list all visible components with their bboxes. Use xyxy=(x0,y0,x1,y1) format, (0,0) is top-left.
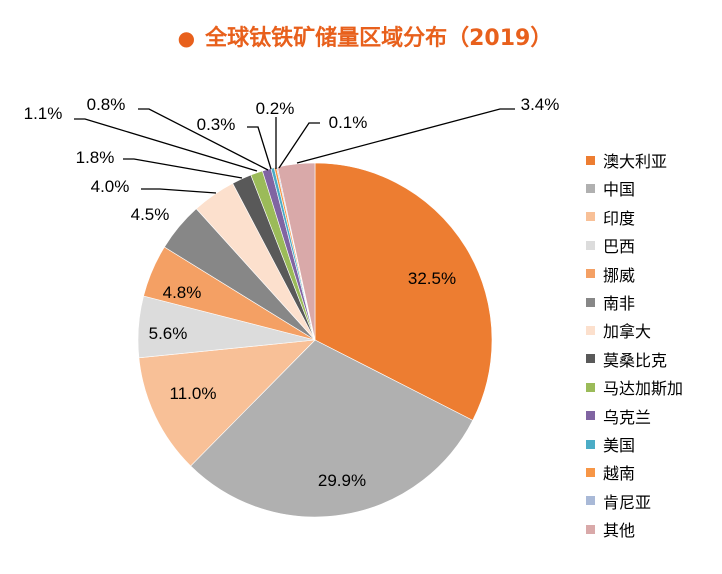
legend-swatch xyxy=(586,354,595,364)
legend-label: 加拿大 xyxy=(603,322,652,342)
data-label-8: 1.1% xyxy=(24,104,63,123)
data-label-12: 0.1% xyxy=(329,113,368,132)
legend-label: 莫桑比克 xyxy=(603,350,668,370)
pie-slice-1 xyxy=(190,339,474,518)
legend-label: 乌克兰 xyxy=(603,407,652,427)
legend-swatch xyxy=(586,524,595,534)
pie-slice-2 xyxy=(138,339,316,467)
legend-swatch xyxy=(586,325,595,335)
legend-item: 其他 xyxy=(586,517,635,541)
legend-swatch xyxy=(586,411,595,421)
legend-swatch xyxy=(586,269,595,279)
data-label-6: 4.0% xyxy=(91,177,130,196)
pie-slice-0 xyxy=(314,162,493,421)
legend-label: 肯尼亚 xyxy=(603,492,652,512)
legend-label: 印度 xyxy=(603,208,636,228)
leader-line-9 xyxy=(138,108,269,171)
legend-item: 南非 xyxy=(586,290,635,314)
data-label-9: 0.8% xyxy=(87,95,126,114)
legend-swatch xyxy=(586,297,595,307)
legend-item: 中国 xyxy=(586,176,635,200)
legend-swatch xyxy=(586,439,595,449)
legend-item: 加拿大 xyxy=(586,318,651,342)
chart-title: ● 全球钛铁矿储量区域分布（2019） xyxy=(0,20,722,52)
legend-item: 澳大利亚 xyxy=(586,148,667,172)
chart-title-text: 全球钛铁矿储量区域分布（2019） xyxy=(205,26,553,51)
leader-line-6 xyxy=(141,188,217,194)
data-label-10: 0.3% xyxy=(197,115,236,134)
leader-line-7 xyxy=(123,158,243,179)
data-label-7: 1.8% xyxy=(76,148,115,167)
legend-swatch xyxy=(586,382,595,392)
legend-item: 莫桑比克 xyxy=(586,347,667,371)
legend-swatch xyxy=(586,155,595,165)
legend-item: 乌克兰 xyxy=(586,404,651,428)
legend-swatch xyxy=(586,496,595,506)
data-label-1: 29.9% xyxy=(318,471,366,490)
legend-swatch xyxy=(586,212,595,222)
leader-line-13 xyxy=(296,108,515,164)
leader-line-8 xyxy=(74,118,258,172)
legend-item: 挪威 xyxy=(586,262,635,286)
legend-item: 印度 xyxy=(586,205,635,229)
pie-slice-13 xyxy=(277,162,316,341)
data-label-4: 4.8% xyxy=(163,283,202,302)
data-label-5: 4.5% xyxy=(131,205,170,224)
legend-item: 肯尼亚 xyxy=(586,489,651,513)
legend-label: 中国 xyxy=(603,180,636,200)
leader-line-12 xyxy=(278,122,320,169)
legend-label: 挪威 xyxy=(603,265,636,285)
legend-label: 马达加斯加 xyxy=(603,379,684,399)
legend-label: 巴西 xyxy=(603,237,636,257)
data-label-11: 0.2% xyxy=(256,99,295,118)
legend-label: 南非 xyxy=(603,294,636,313)
data-label-3: 5.6% xyxy=(149,324,188,343)
legend-label: 其他 xyxy=(603,521,636,541)
legend-swatch xyxy=(586,240,595,250)
bullet-icon: ● xyxy=(177,26,196,50)
legend-label: 澳大利亚 xyxy=(603,152,668,171)
legend-item: 越南 xyxy=(586,460,635,484)
data-label-2: 11.0% xyxy=(170,384,217,403)
legend-swatch xyxy=(586,183,595,193)
legend-label: 美国 xyxy=(603,436,636,455)
data-label-13: 3.4% xyxy=(521,95,560,114)
legend-label: 越南 xyxy=(603,464,636,484)
legend-item: 美国 xyxy=(586,432,635,456)
leader-line-10 xyxy=(247,126,272,170)
legend-swatch xyxy=(586,467,595,477)
legend-item: 巴西 xyxy=(586,233,635,257)
data-label-0: 32.5% xyxy=(408,269,456,288)
legend-item: 马达加斯加 xyxy=(586,375,683,399)
